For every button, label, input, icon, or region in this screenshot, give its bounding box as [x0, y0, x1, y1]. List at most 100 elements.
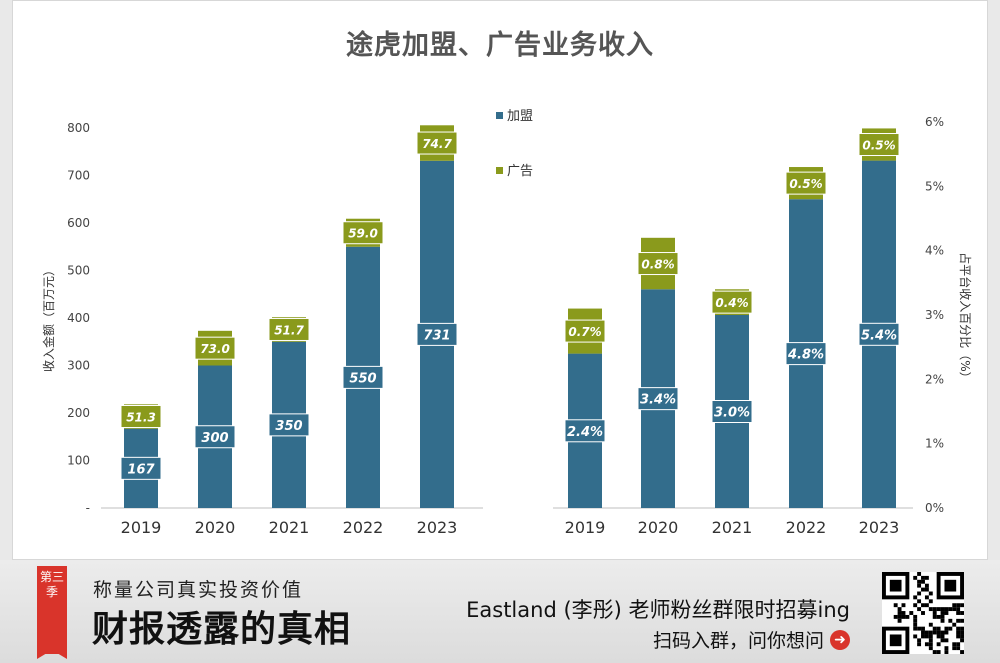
left-y-tick-label: 600	[67, 216, 90, 230]
footer-cta[interactable]: 扫码入群，问你想问 ➜	[653, 626, 850, 653]
qr-module	[940, 618, 945, 623]
right-data-label-advertising: 0.4%	[715, 296, 748, 310]
qr-module	[917, 638, 922, 643]
qr-module	[913, 603, 918, 608]
legend-swatch-advertising	[496, 167, 503, 174]
left-y-tick-label: 200	[67, 406, 90, 420]
left-y-tick-label: 800	[67, 121, 90, 135]
qr-module	[948, 626, 953, 631]
qr-module	[952, 646, 957, 651]
qr-module	[924, 603, 929, 608]
qr-module	[952, 607, 957, 612]
right-label-box-advertising	[858, 133, 900, 157]
left-x-tick-label: 2021	[269, 518, 310, 537]
left-data-label-franchise: 550	[349, 371, 376, 386]
qr-module	[940, 630, 945, 635]
right-y-tick-label: 6%	[925, 115, 944, 129]
left-label-box-franchise	[416, 322, 458, 346]
qr-module	[901, 614, 906, 619]
left-data-label-franchise: 167	[127, 462, 155, 477]
qr-module	[921, 579, 925, 584]
left-data-label-advertising: 51.7	[274, 323, 304, 337]
qr-module	[897, 607, 902, 612]
qr-module	[917, 591, 922, 596]
qr-module	[932, 626, 937, 631]
qr-module	[928, 622, 933, 627]
right-label-box-advertising	[637, 252, 679, 276]
qr-module	[932, 650, 937, 654]
footer-promo: Eastland (李彤) 老师粉丝群限时招募ing	[466, 598, 850, 622]
right-label-box-franchise	[858, 322, 900, 346]
arrow-right-circle-icon[interactable]: ➜	[830, 629, 850, 650]
qr-module	[960, 650, 964, 654]
qr-module	[940, 611, 945, 615]
qr-module	[917, 642, 922, 647]
qr-module	[960, 630, 964, 635]
qr-module	[952, 642, 957, 647]
right-data-label-franchise: 3.0%	[714, 406, 750, 421]
qr-module	[928, 638, 933, 643]
left-y-tick-label: 100	[67, 454, 90, 468]
right-label-box-franchise	[711, 400, 753, 423]
qr-module	[960, 634, 964, 639]
qr-module	[913, 618, 918, 623]
left-label-box-franchise	[194, 425, 236, 449]
qr-module	[928, 642, 933, 647]
right-label-box-advertising	[564, 319, 606, 343]
qr-module	[928, 634, 933, 639]
qr-module	[956, 626, 961, 631]
qr-module	[924, 642, 929, 647]
left-label-box-franchise	[120, 456, 162, 480]
qr-code-icon[interactable]	[882, 572, 964, 654]
qr-module	[944, 626, 949, 631]
qr-module	[913, 626, 918, 631]
qr-module	[932, 611, 937, 615]
legend-swatch-franchise	[496, 112, 503, 119]
qr-module	[960, 638, 964, 643]
qr-module	[932, 607, 937, 612]
qr-module	[897, 618, 902, 623]
chart-panel: 途虎加盟、广告业务收入 - 100 200 300 400 500 600 700 800 收入金…	[12, 0, 988, 560]
qr-module	[944, 650, 949, 654]
left-x-tick-label: 2020	[195, 518, 236, 537]
right-data-label-advertising: 0.5%	[862, 139, 895, 153]
qr-module	[897, 614, 902, 619]
qr-module	[956, 611, 961, 615]
qr-module	[917, 599, 922, 604]
right-data-label-advertising: 0.7%	[568, 325, 601, 339]
left-data-label-advertising: 59.0	[348, 227, 378, 241]
right-label-box-franchise	[785, 342, 827, 366]
right-y-tick-label: 0%	[925, 501, 944, 515]
qr-finder-core	[889, 579, 902, 592]
qr-module	[956, 618, 961, 623]
qr-module	[913, 614, 918, 619]
qr-module	[940, 614, 945, 619]
qr-module	[960, 618, 964, 623]
qr-module	[893, 614, 898, 619]
qr-module	[940, 634, 945, 639]
left-label-box-advertising	[120, 404, 162, 428]
left-data-label-franchise: 731	[423, 328, 450, 343]
qr-module	[940, 638, 945, 643]
left-x-tick-label: 2022	[343, 518, 384, 537]
left-y-tick-label: 500	[67, 264, 90, 278]
qr-module	[956, 634, 961, 639]
qr-module	[897, 611, 902, 615]
qr-module	[921, 603, 925, 608]
qr-module	[936, 626, 941, 631]
left-y-tick-label: -	[86, 501, 90, 515]
qr-module	[936, 630, 941, 635]
left-label-box-advertising	[342, 221, 384, 245]
chart-svg: - 100 200 300 400 500 600 700 800 收入金额（百万元） 167 51.…	[41, 109, 973, 537]
qr-module	[936, 634, 941, 639]
left-label-box-franchise	[268, 413, 310, 437]
qr-module	[944, 646, 949, 651]
left-y-axis-label: 收入金额（百万元）	[41, 264, 56, 372]
qr-module	[924, 630, 929, 635]
footer-brand: 财报透露的真相	[92, 608, 352, 650]
right-y-tick-label: 3%	[925, 308, 944, 322]
left-y-tick-label: 400	[67, 311, 90, 325]
qr-module	[921, 626, 925, 631]
qr-module	[948, 607, 953, 612]
qr-module	[893, 603, 898, 608]
